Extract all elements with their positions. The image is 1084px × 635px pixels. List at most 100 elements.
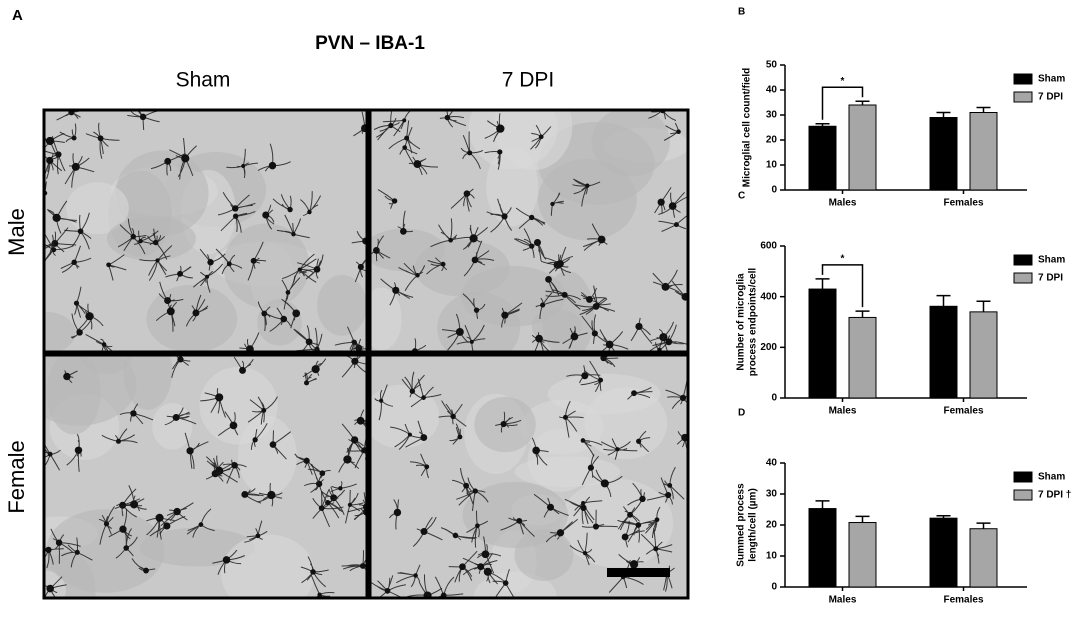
cell-body bbox=[561, 291, 568, 298]
cell-body bbox=[471, 256, 479, 264]
cell-body bbox=[46, 584, 55, 593]
cell-process bbox=[244, 520, 268, 543]
cell-process bbox=[199, 248, 226, 271]
cell-process bbox=[310, 575, 335, 598]
cell-body bbox=[74, 446, 83, 454]
cell-body bbox=[585, 183, 590, 188]
cell-process bbox=[70, 313, 95, 339]
micrograph bbox=[368, 353, 690, 600]
y-tick-label: 200 bbox=[760, 342, 777, 353]
cell-process bbox=[272, 430, 292, 460]
texture bbox=[370, 384, 440, 449]
texture bbox=[437, 291, 521, 352]
cell-process bbox=[149, 515, 186, 537]
bar bbox=[808, 125, 837, 191]
texture bbox=[257, 299, 302, 346]
cell-process bbox=[108, 508, 132, 540]
cell-body bbox=[676, 129, 681, 135]
cell-body bbox=[51, 240, 59, 247]
cell-body bbox=[63, 372, 71, 381]
cell-process bbox=[545, 518, 579, 543]
bar bbox=[969, 528, 998, 588]
y-tick-label: 0 bbox=[771, 393, 777, 404]
cell-body bbox=[280, 315, 288, 323]
error-bar bbox=[936, 294, 951, 307]
column-label: 7 DPI bbox=[502, 69, 555, 92]
cell-process bbox=[397, 210, 413, 233]
cell-body bbox=[444, 114, 451, 121]
cell-process bbox=[382, 110, 411, 137]
cell-body bbox=[357, 263, 364, 271]
texture bbox=[317, 275, 367, 336]
cell-body bbox=[627, 511, 633, 518]
cell-process bbox=[439, 110, 467, 128]
cell-body bbox=[356, 416, 365, 425]
cell-body bbox=[393, 508, 402, 517]
cell-body bbox=[317, 592, 322, 597]
y-tick-label: 600 bbox=[760, 241, 777, 252]
cell-body bbox=[186, 447, 194, 455]
cell-body bbox=[229, 421, 238, 430]
cell-body bbox=[423, 591, 432, 598]
bar bbox=[848, 316, 877, 399]
cell-process bbox=[617, 519, 652, 543]
cell-body bbox=[440, 261, 446, 267]
cell-body bbox=[661, 282, 670, 291]
cell-body bbox=[472, 488, 478, 494]
cell-body bbox=[239, 366, 247, 374]
cell-body bbox=[532, 446, 540, 455]
cell-body bbox=[450, 413, 456, 420]
cell-process bbox=[617, 506, 640, 531]
cell-body bbox=[155, 258, 160, 263]
cell-process bbox=[409, 453, 430, 479]
cell-body bbox=[71, 259, 77, 266]
cell-body bbox=[181, 154, 190, 163]
cell-process bbox=[165, 265, 193, 282]
cell-body bbox=[459, 563, 466, 571]
cell-process bbox=[186, 508, 215, 538]
cell-process bbox=[59, 123, 77, 143]
y-axis-label: Microglial cell count/field bbox=[742, 68, 753, 187]
cell-process bbox=[624, 520, 645, 548]
cell-body bbox=[424, 464, 430, 470]
cell-body bbox=[226, 261, 232, 267]
cell-process bbox=[64, 212, 92, 250]
legend-label: 7 DPI † bbox=[1038, 490, 1071, 501]
texture bbox=[370, 228, 445, 272]
cell-body bbox=[268, 161, 277, 170]
micrograph bbox=[368, 108, 690, 354]
cell-body bbox=[222, 556, 231, 564]
cell-body bbox=[164, 297, 172, 305]
cell-process bbox=[44, 231, 74, 266]
cell-body bbox=[262, 211, 270, 219]
cell-body bbox=[130, 233, 137, 240]
cell-process bbox=[312, 489, 344, 528]
cell-process bbox=[438, 400, 467, 427]
legend-swatch bbox=[1013, 91, 1033, 103]
texture bbox=[468, 110, 558, 170]
cell-body bbox=[139, 113, 147, 121]
error-bar bbox=[855, 515, 870, 523]
cell-body bbox=[681, 292, 688, 301]
cell-body bbox=[261, 310, 268, 317]
cell-process bbox=[564, 496, 594, 524]
cell-process bbox=[390, 423, 411, 450]
micrographs bbox=[42, 108, 690, 600]
y-tick-label: 40 bbox=[766, 458, 778, 469]
cell-body bbox=[421, 395, 426, 400]
cell-body bbox=[307, 209, 312, 215]
cell-process bbox=[627, 386, 653, 400]
micrograph-content bbox=[370, 355, 688, 598]
cell-process bbox=[377, 189, 396, 209]
cell-process bbox=[579, 285, 611, 316]
cell-body bbox=[215, 466, 224, 475]
cell-process bbox=[550, 192, 564, 216]
cell-process bbox=[296, 254, 324, 280]
significance-label: * bbox=[841, 76, 845, 87]
texture bbox=[115, 150, 209, 237]
cell-process bbox=[474, 563, 506, 585]
cell-body bbox=[635, 522, 642, 528]
cell-body bbox=[292, 309, 301, 318]
x-tick-label: Females bbox=[943, 406, 983, 417]
